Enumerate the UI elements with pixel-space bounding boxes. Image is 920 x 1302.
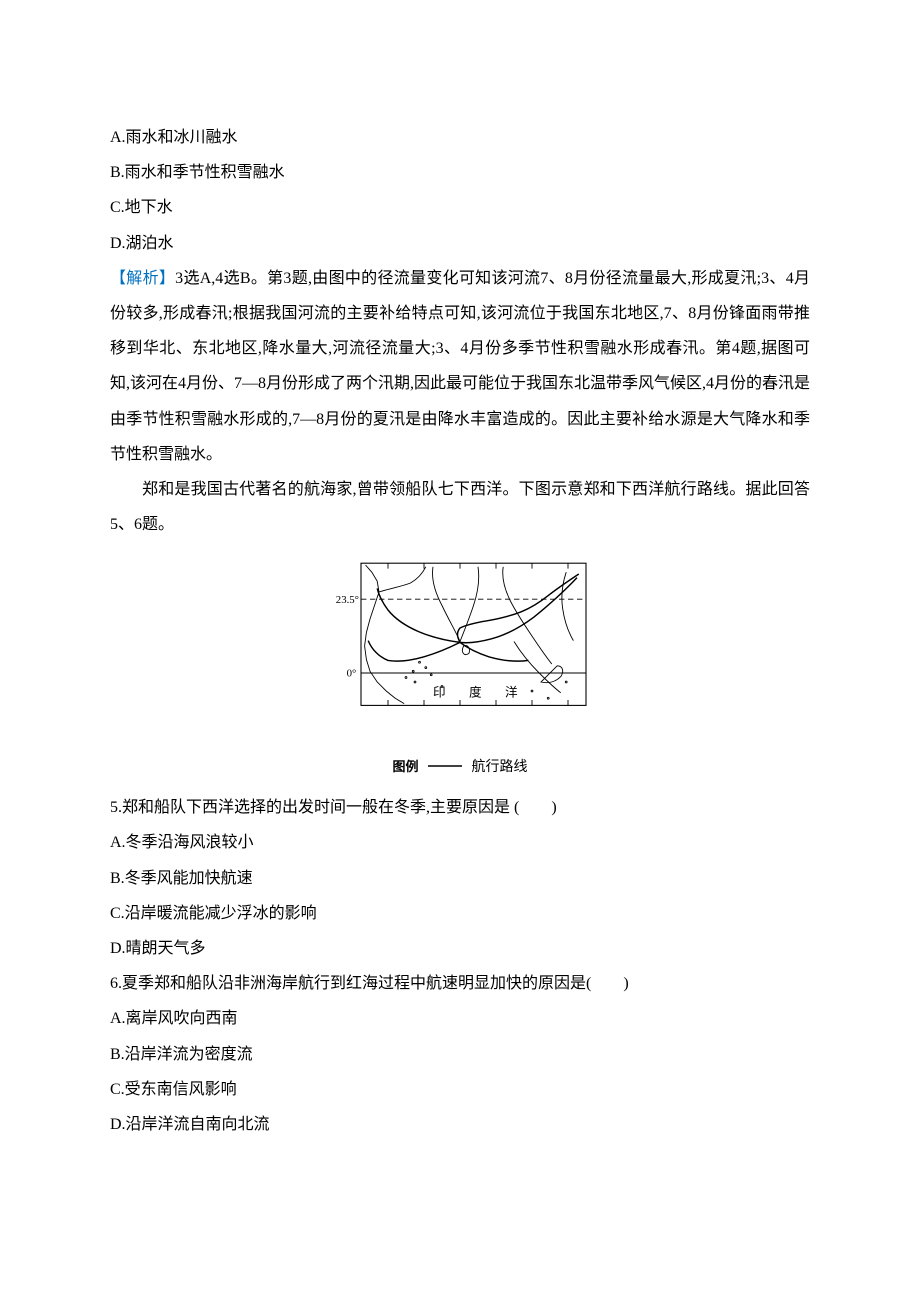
q5-option-b: B.冬季风能加快航速 — [110, 861, 810, 896]
q5-option-c: C.沿岸暖流能减少浮冰的影响 — [110, 896, 810, 931]
q6-option-d: D.沿岸洋流自南向北流 — [110, 1107, 810, 1142]
lat-0-label: 0° — [347, 668, 357, 680]
q5-stem: 5.郑和船队下西洋选择的出发时间一般在冬季,主要原因是 ( ) — [110, 790, 810, 825]
voyage-map-icon: 23.5° 0° — [310, 556, 610, 736]
q6-option-b: B.沿岸洋流为密度流 — [110, 1037, 810, 1072]
page: A.雨水和冰川融水 B.雨水和季节性积雪融水 C.地下水 D.湖泊水 【解析】3… — [0, 0, 920, 1302]
analysis-text: 3选A,4选B。第3题,由图中的径流量变化可知该河流7、8月份径流量最大,形成夏… — [110, 270, 810, 463]
q34-option-b: B.雨水和季节性积雪融水 — [110, 155, 810, 190]
analysis-34: 【解析】3选A,4选B。第3题,由图中的径流量变化可知该河流7、8月份径流量最大… — [110, 261, 810, 472]
analysis-label: 【解析】 — [110, 270, 175, 287]
legend-item: 航行路线 — [472, 758, 528, 774]
intro-5-6: 郑和是我国古代著名的航海家,曾带领船队七下西洋。下图示意郑和下西洋航行路线。据此… — [110, 472, 810, 542]
q5-option-d: D.晴朗天气多 — [110, 931, 810, 966]
q6-option-a: A.离岸风吹向西南 — [110, 1001, 810, 1036]
ocean-label: 印 度 洋 — [433, 685, 523, 700]
q6-stem: 6.夏季郑和船队沿非洲海岸航行到红海过程中航速明显加快的原因是( ) — [110, 966, 810, 1001]
route-line-icon — [428, 761, 462, 771]
q5-option-a: A.冬季沿海风浪较小 — [110, 825, 810, 860]
legend-title: 图例 — [392, 759, 418, 774]
map-legend: 图例 航行路线 — [110, 751, 810, 784]
map-figure: 23.5° 0° — [110, 556, 810, 784]
q34-option-d: D.湖泊水 — [110, 226, 810, 261]
q6-option-c: C.受东南信风影响 — [110, 1072, 810, 1107]
q34-option-c: C.地下水 — [110, 190, 810, 225]
lat-235-label: 23.5° — [336, 594, 359, 606]
q34-option-a: A.雨水和冰川融水 — [110, 120, 810, 155]
